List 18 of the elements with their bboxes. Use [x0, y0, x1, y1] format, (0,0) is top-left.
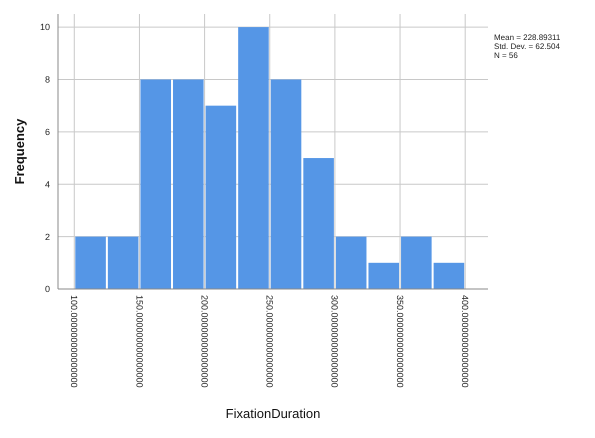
x-tick-label: 100.000000000000000 — [69, 295, 80, 388]
y-tick-label: 4 — [44, 179, 50, 190]
text: Mean = 228.89311 — [494, 33, 561, 42]
x-tick-label: 150.000000000000000 — [134, 295, 144, 388]
x-tick-label: 300.000000000000000 — [330, 295, 340, 388]
y-tick-label: 2 — [44, 232, 50, 242]
text: Std. Dev. = 62.504 — [494, 42, 560, 51]
y-tick-label: 10 — [40, 22, 50, 32]
y-tick-label: 8 — [44, 74, 50, 85]
y-tick-label: 0 — [44, 284, 50, 294]
x-tick-label: 400.000000000000000 — [460, 295, 470, 388]
x-tick-label: 350.000000000000000 — [394, 295, 405, 388]
x-axis-title: FixationDuration — [226, 406, 320, 421]
y-tick-label: 6 — [44, 127, 50, 138]
x-tick-label: 200.000000000000000 — [199, 295, 210, 388]
y-axis-title: Frequency — [12, 118, 27, 184]
x-tick-label: 250.000000000000000 — [264, 295, 275, 388]
text: N = 56 — [494, 51, 518, 60]
